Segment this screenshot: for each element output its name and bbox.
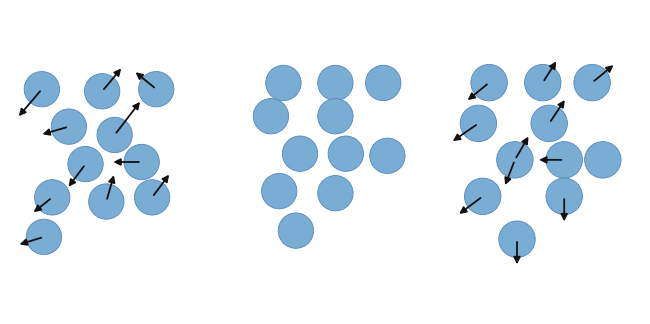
Ellipse shape (278, 213, 313, 248)
Ellipse shape (525, 64, 561, 101)
Ellipse shape (365, 65, 401, 101)
Ellipse shape (584, 142, 621, 178)
Ellipse shape (88, 184, 124, 219)
Ellipse shape (318, 176, 353, 211)
Ellipse shape (135, 180, 170, 215)
Ellipse shape (531, 105, 567, 142)
Ellipse shape (51, 109, 86, 144)
Ellipse shape (282, 136, 318, 171)
Ellipse shape (124, 144, 159, 180)
Ellipse shape (370, 138, 405, 173)
Ellipse shape (460, 105, 497, 142)
Ellipse shape (499, 221, 535, 258)
Ellipse shape (97, 117, 133, 153)
Ellipse shape (546, 142, 582, 178)
Ellipse shape (26, 219, 62, 255)
Ellipse shape (318, 65, 353, 101)
Ellipse shape (574, 64, 610, 101)
Ellipse shape (497, 142, 533, 178)
Ellipse shape (34, 180, 70, 215)
Ellipse shape (68, 146, 103, 182)
Ellipse shape (328, 136, 363, 171)
Ellipse shape (138, 72, 174, 107)
Ellipse shape (254, 98, 289, 134)
Ellipse shape (465, 178, 501, 214)
Ellipse shape (261, 173, 297, 209)
Ellipse shape (84, 74, 120, 109)
Ellipse shape (471, 64, 508, 101)
Ellipse shape (318, 98, 353, 134)
Ellipse shape (546, 178, 582, 214)
Ellipse shape (24, 72, 60, 107)
Ellipse shape (266, 65, 301, 101)
